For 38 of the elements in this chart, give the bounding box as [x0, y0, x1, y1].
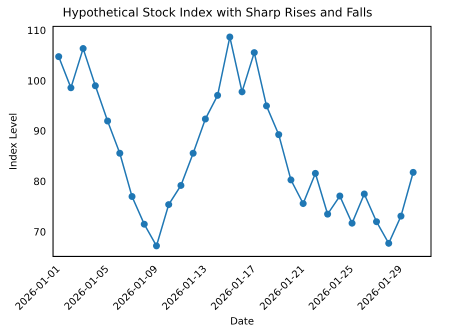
point: [348, 220, 356, 227]
point: [262, 102, 270, 110]
point: [104, 118, 112, 125]
point: [373, 218, 380, 226]
point: [300, 200, 307, 208]
point: [80, 45, 87, 52]
y-tick-label: 100: [26, 76, 46, 88]
y-tick-label: 70: [33, 227, 46, 238]
y-tick-label: 110: [26, 26, 46, 38]
y-axis-title: Index Level: [8, 112, 20, 170]
point: [275, 131, 282, 138]
point: [312, 170, 319, 177]
point: [116, 150, 124, 157]
point: [202, 116, 209, 123]
point: [360, 190, 368, 198]
point: [214, 92, 222, 99]
point: [226, 33, 234, 40]
point: [287, 176, 294, 184]
point: [385, 240, 392, 247]
point: [190, 150, 197, 157]
point: [336, 192, 344, 200]
point: [140, 220, 148, 228]
point: [250, 49, 258, 56]
point: [324, 210, 332, 218]
point: [128, 193, 136, 200]
point: [152, 242, 160, 250]
point: [177, 182, 184, 189]
point: [410, 168, 417, 176]
y-tick-label: 80: [33, 177, 46, 188]
point: [67, 84, 74, 92]
chart-title: Hypothetical Stock Index with Sharp Rises and Falls: [62, 5, 372, 20]
point: [238, 88, 246, 96]
point: [92, 82, 99, 90]
point: [397, 212, 404, 220]
x-axis-title: Date: [230, 316, 254, 328]
y-tick-label: 90: [33, 126, 46, 138]
point: [165, 201, 172, 208]
point: [55, 53, 62, 60]
